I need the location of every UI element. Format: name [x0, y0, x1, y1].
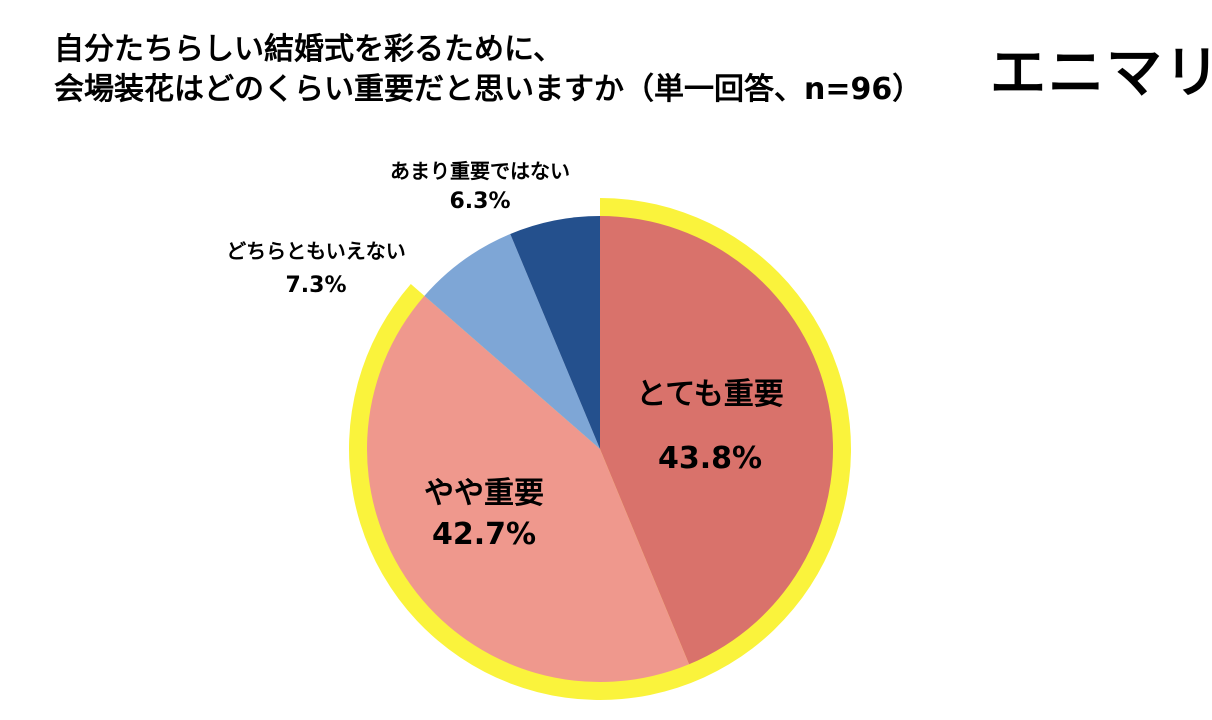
- pie-slice-0: [600, 216, 834, 665]
- slice-value-3: 6.3%: [449, 189, 510, 214]
- chart-title-line-1: 自分たちらしい結婚式を彩るために、: [54, 32, 564, 67]
- pie-slice-3: [510, 216, 600, 449]
- chart-title: 自分たちらしい結婚式を彩るために、 会場装花はどのくらい重要だと思いますか（単一…: [54, 30, 922, 110]
- chart-title-line-2: 会場装花はどのくらい重要だと思いますか（単一回答、n=96）: [54, 72, 923, 107]
- pie-slice-1: [367, 295, 690, 682]
- slice-label-3: あまり重要ではない: [390, 159, 570, 183]
- slice-value-0: 43.8%: [658, 441, 762, 476]
- slice-label-1: やや重要: [424, 476, 544, 511]
- slice-label-2: どちらともいえない: [226, 239, 406, 263]
- slice-label-0: とても重要: [636, 377, 784, 412]
- pie-slice-2: [424, 233, 600, 449]
- slice-value-2: 7.3%: [285, 273, 346, 298]
- brand-logo: エニマリ: [990, 41, 1212, 106]
- slice-value-1: 42.7%: [432, 517, 536, 552]
